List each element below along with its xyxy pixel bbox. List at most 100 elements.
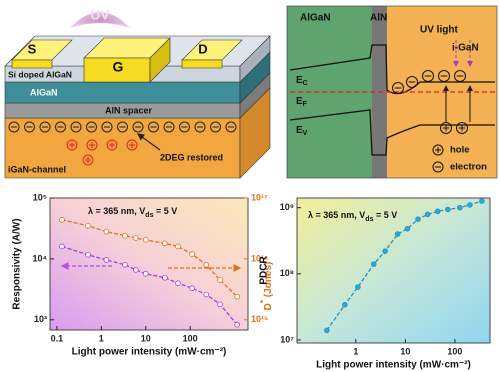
layer-label: AlN spacer: [105, 105, 153, 115]
label-part: D: [263, 303, 274, 310]
electron-symbol: [422, 70, 434, 82]
contact-label: D: [198, 41, 207, 56]
x-tick-label: 100: [183, 333, 198, 343]
data-point: [133, 235, 139, 241]
plot-area: [50, 198, 248, 330]
data-point: [217, 277, 223, 283]
y-tick-label: 10⁷: [280, 334, 294, 344]
contact-label: S: [28, 41, 37, 56]
hole-symbol: [126, 139, 138, 151]
electron-symbol: [438, 70, 450, 82]
data-point: [234, 293, 240, 300]
device-schematic: UV S G D Si doped AlGaN AlGaN AlN spacer…: [4, 7, 271, 179]
hole-symbol: [82, 154, 94, 166]
electron-symbol: [432, 161, 444, 173]
hole-symbol: [86, 139, 98, 151]
electron-symbol: [8, 121, 20, 133]
region-label: i-GaN: [452, 43, 479, 54]
data-point: [142, 237, 149, 243]
data-point: [59, 243, 65, 250]
data-point: [85, 222, 91, 229]
y2-tick-label: 10¹⁶: [251, 253, 268, 263]
annotation-part: ds: [145, 212, 153, 219]
uv-label: UV: [90, 7, 110, 23]
data-point: [415, 216, 421, 222]
data-point: [234, 321, 240, 328]
x-tick-label: 100: [447, 346, 462, 356]
layer-label: Si doped AlGaN: [8, 69, 72, 79]
electron-symbol: [24, 121, 35, 133]
data-point: [142, 270, 149, 277]
y-tick-label: 10³: [34, 314, 47, 324]
y-axis-label: PDCR: [259, 256, 270, 285]
data-point: [203, 262, 210, 268]
hole-symbol: [440, 122, 452, 134]
annotation-part: λ = 365 nm, V: [308, 210, 365, 220]
electron-symbol: [210, 121, 221, 133]
data-point: [133, 267, 139, 273]
annotation-part: ds: [365, 216, 373, 223]
hole-symbol: [106, 139, 118, 151]
x-tick-label: 0.1: [51, 333, 64, 343]
layer-label: AlGaN: [30, 87, 58, 97]
plot-frame: [296, 197, 491, 344]
y-tick-label: 10⁸: [280, 268, 294, 278]
contact-label: G: [113, 59, 124, 75]
y-tick-label: 10⁴: [33, 253, 47, 263]
data-point: [217, 301, 223, 308]
electron-symbol: [117, 121, 128, 133]
band-diagram: AlGaN AlN i-GaN UV light EC EF EV hole e…: [286, 5, 498, 179]
series-line: [61, 245, 238, 326]
data-point: [162, 240, 168, 247]
electron-symbol: [70, 121, 82, 133]
y2-axis-label: D* (Jones): [259, 262, 274, 311]
data-point: [59, 216, 65, 223]
data-point: [103, 257, 110, 263]
series-line: [61, 219, 238, 298]
annotation: 2DEG restored: [160, 152, 223, 162]
annotation-part: = 5 V: [153, 206, 177, 216]
data-point: [189, 285, 195, 292]
label-part: *: [259, 299, 268, 303]
x-axis-label: Light power intensity (mW·cm⁻²): [72, 347, 227, 358]
y-tick-label: 10⁹: [280, 202, 294, 212]
data-point: [370, 261, 377, 267]
y2-tick-label: 10¹⁵: [251, 314, 268, 324]
y2-tick-label: 10¹⁷: [251, 192, 268, 202]
uv-cloud: [70, 12, 130, 28]
data-point: [203, 291, 210, 298]
electron-symbol: [179, 121, 190, 133]
hole-symbol: [432, 144, 444, 156]
legend-label: electron: [450, 162, 487, 173]
electron-symbol: [392, 82, 404, 94]
uv-light-label: UV light: [420, 25, 458, 36]
x-tick-label: 10: [400, 346, 410, 356]
data-point: [445, 206, 451, 213]
region-label: AlGaN: [300, 13, 331, 24]
label-part: (Jones): [263, 262, 274, 300]
hole-symbol: [66, 139, 78, 151]
electron-symbol: [39, 121, 51, 133]
annotation: λ = 365 nm, Vds = 5 V: [88, 206, 177, 218]
data-point: [122, 232, 128, 239]
data-point: [122, 262, 128, 268]
level-label: EV: [296, 125, 308, 137]
data-point: [175, 280, 181, 286]
x-tick-label: 1: [99, 333, 104, 343]
plot-frame: [49, 197, 249, 331]
level-label: EF: [296, 96, 308, 108]
data-point: [175, 243, 181, 250]
data-point: [424, 211, 431, 218]
data-point: [479, 198, 485, 204]
data-point: [404, 225, 411, 232]
data-point: [434, 208, 441, 215]
y-tick-label: 10⁵: [33, 192, 47, 202]
annotation-part: λ = 365 nm, V: [88, 206, 145, 216]
data-point: [189, 251, 195, 257]
electron-symbol: [406, 76, 418, 88]
data-point: [85, 251, 91, 258]
legend-label: hole: [450, 145, 470, 156]
region-label: AlN: [370, 13, 387, 24]
y-axis-label: Responsivity (A/W): [12, 218, 23, 309]
annotation-part: = 5 V: [373, 210, 397, 220]
